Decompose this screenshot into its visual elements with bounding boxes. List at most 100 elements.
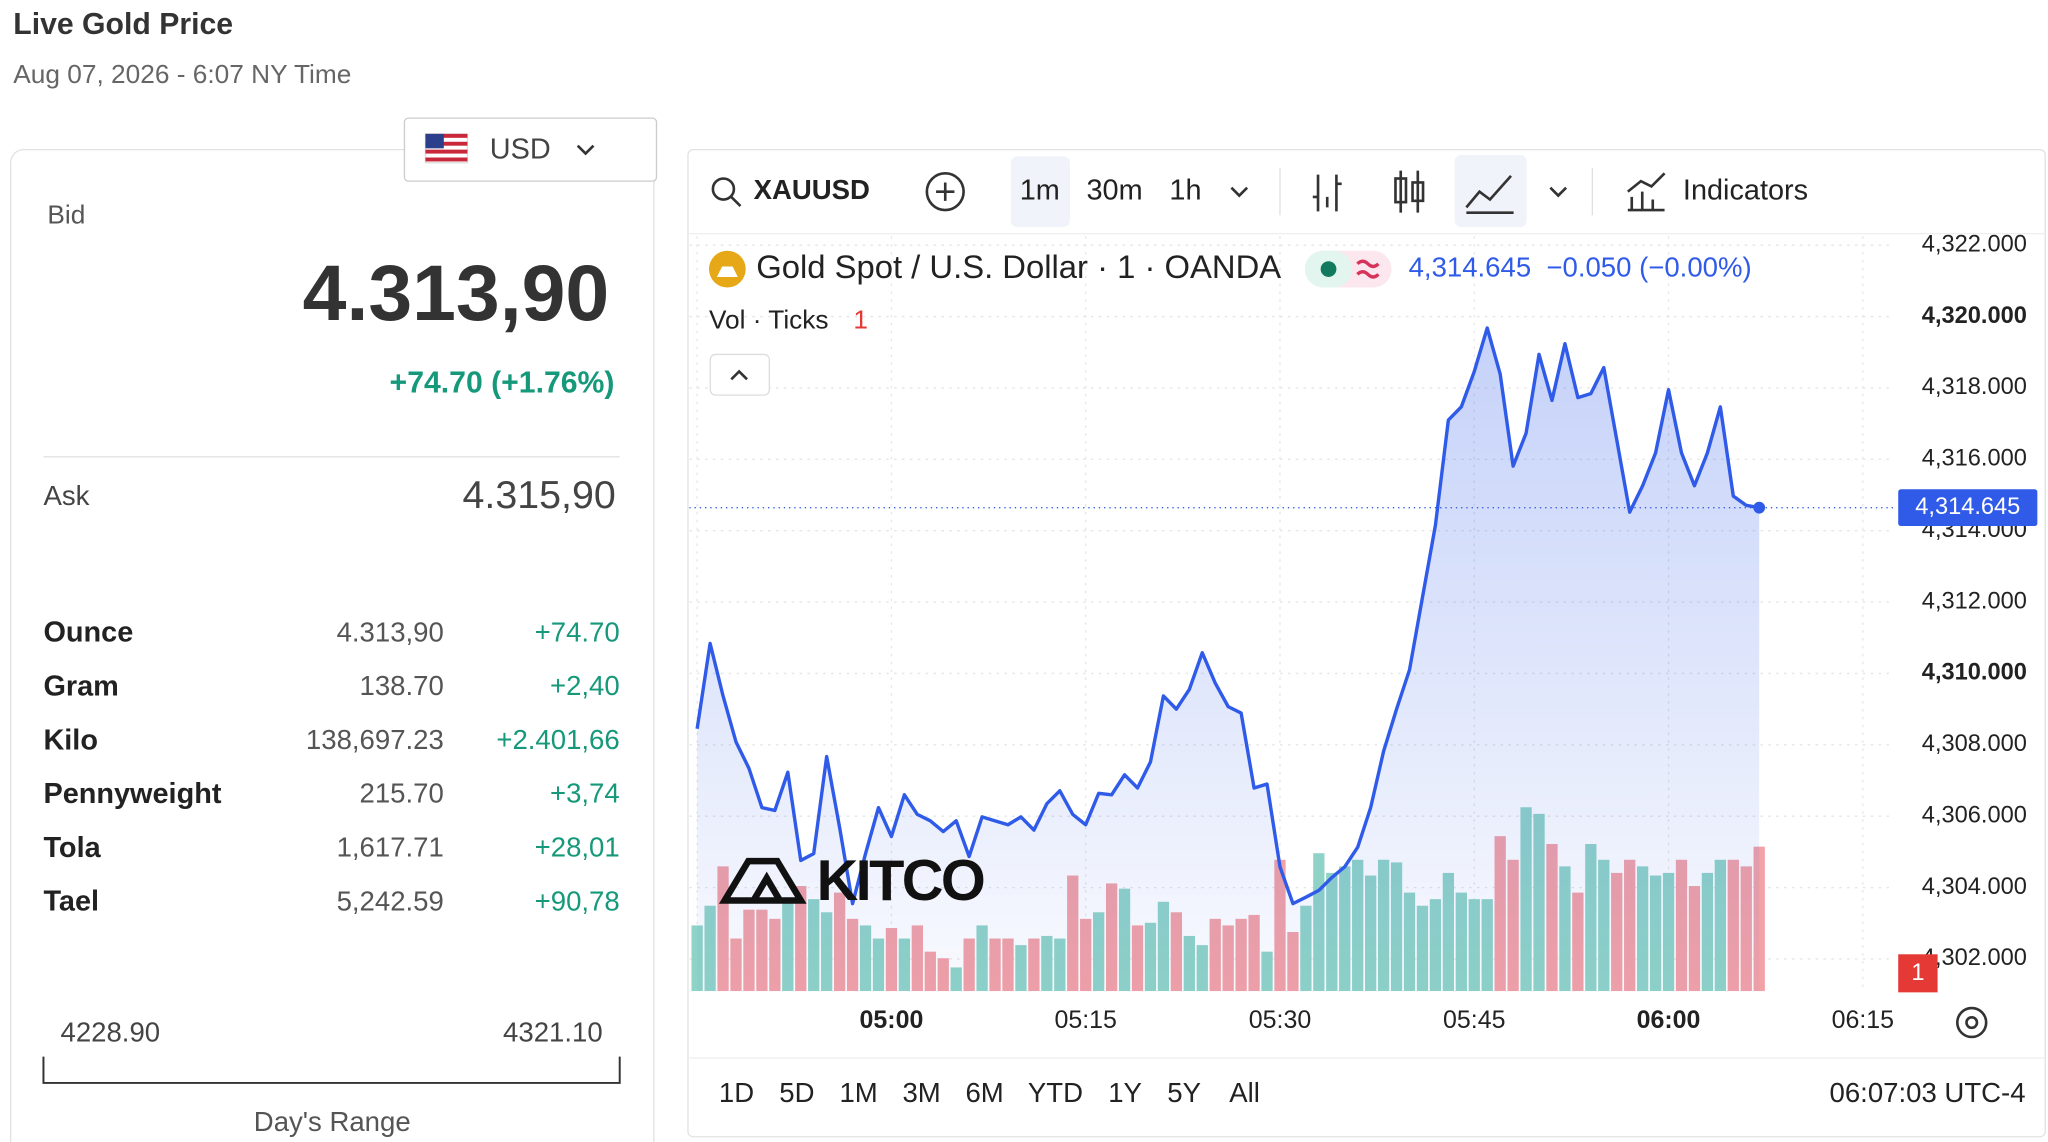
- price-label-box: [1898, 489, 2038, 527]
- unit-table: Ounce 4.313,90 +74.70 Gram 138.70 +2,40 Kilo 13…: [43, 616, 619, 917]
- collapse-button[interactable]: [709, 353, 771, 396]
- settings-icon: [1965, 1015, 1979, 1030]
- periods: 1D 5D 1M 3M 6M YTD 1Y 5Y All: [719, 1077, 1260, 1108]
- quote-panel: [9, 148, 655, 1142]
- unit-change: +3,74: [550, 778, 620, 809]
- unit-change: +28,01: [535, 832, 620, 863]
- flag-canton: [425, 133, 444, 149]
- chevron-up: [730, 369, 748, 381]
- volume-count: 1: [853, 305, 868, 335]
- period[interactable]: 1D: [719, 1077, 754, 1108]
- candles-icon: [1411, 181, 1425, 203]
- x-tick-label: 05:30: [1249, 1006, 1311, 1034]
- last-change: −0.050 (−0.00%): [1546, 251, 1751, 282]
- bars-icon[interactable]: [1312, 174, 1342, 212]
- currency-select[interactable]: USD: [403, 117, 658, 182]
- y-tick-label: 4,320.000: [1922, 303, 2027, 329]
- badge: [1898, 954, 1938, 993]
- axes: 4,302.000 4,304.000 4,306.000 4,308.000 4,31…: [666, 231, 2027, 1034]
- unit-price: 215.70: [360, 778, 444, 809]
- unit-name: Ounce: [43, 617, 133, 649]
- chevron[interactable]: [1549, 186, 1568, 198]
- delayed-icon: [1356, 259, 1380, 279]
- range-high: 4321.10: [503, 1017, 603, 1048]
- search-icon: [711, 177, 736, 201]
- unit-price: 138.70: [360, 670, 444, 701]
- period[interactable]: 3M: [902, 1077, 940, 1108]
- x-tick-label: 05:45: [1443, 1006, 1505, 1034]
- search-icon: [730, 195, 742, 208]
- period[interactable]: 5Y: [1167, 1077, 1201, 1108]
- y-tick-label: 4,304.000: [1922, 874, 2027, 900]
- interval[interactable]: 1h: [1169, 174, 1201, 206]
- x-tick-label: 05:00: [860, 1006, 924, 1034]
- x-tick-label: 05:15: [1055, 1006, 1117, 1034]
- unit-change: +2,40: [550, 670, 620, 701]
- unit-price: 4.313,90: [337, 616, 444, 647]
- last-price: 4,314.645: [1409, 251, 1532, 282]
- y-tick-label: 4,322.000: [1922, 231, 2027, 257]
- indicators-icon[interactable]: [1626, 172, 1666, 212]
- kitco-text: KITCO: [817, 849, 984, 913]
- unit-price: 1,617.71: [337, 832, 444, 863]
- bid-label: Bid: [47, 200, 85, 230]
- unit-name: Tael: [43, 886, 99, 918]
- unit-price: 138,697.23: [306, 724, 444, 755]
- range-label: Day's Range: [254, 1106, 411, 1137]
- unit-change: +2.401,66: [496, 724, 619, 755]
- chevron[interactable]: [1230, 186, 1249, 198]
- flag-stripe: [425, 149, 468, 154]
- price-label-text: 4,314.645: [1915, 494, 2020, 520]
- unit-price: 5,242.59: [337, 885, 444, 916]
- period[interactable]: All: [1229, 1077, 1260, 1108]
- x-tick-label: 04:45: [666, 1006, 728, 1034]
- area-icon[interactable]: [1465, 175, 1514, 214]
- price-line: [695, 326, 1760, 906]
- watermark: KITCO: [718, 849, 986, 913]
- unit-name: Gram: [43, 670, 118, 702]
- timestamp: Aug 07, 2026 - 6:07 NY Time: [13, 59, 351, 89]
- last-point: [1753, 501, 1766, 514]
- y-tick-label: 4,308.000: [1922, 731, 2027, 757]
- period[interactable]: YTD: [1028, 1077, 1083, 1108]
- currency-label[interactable]: USD: [490, 134, 551, 166]
- symbol[interactable]: XAUUSD: [754, 174, 870, 205]
- flag-stripe: [425, 141, 468, 146]
- unit-change: +90,78: [535, 885, 620, 916]
- period[interactable]: 1Y: [1108, 1077, 1142, 1108]
- flag-stripe: [425, 157, 468, 162]
- ask-price: 4.315,90: [463, 473, 616, 517]
- chart-style-active: [1454, 154, 1527, 228]
- interval[interactable]: 30m: [1087, 174, 1143, 206]
- plot: [689, 236, 1897, 992]
- unit-name: Tola: [43, 832, 101, 864]
- unit-change: +74.70: [535, 616, 620, 647]
- y-tick-label: 4,306.000: [1922, 802, 2027, 828]
- period[interactable]: 1M: [839, 1077, 877, 1108]
- y-tick-label: 4,312.000: [1922, 588, 2027, 614]
- indicators-button[interactable]: Indicators: [1683, 174, 1808, 206]
- period[interactable]: 5D: [779, 1077, 814, 1108]
- price-label: 4,314.645: [1898, 489, 2038, 527]
- compare-button[interactable]: [925, 171, 965, 212]
- symbol-search[interactable]: XAUUSD: [711, 174, 870, 208]
- bid-change: +74.70 (+1.76%): [390, 367, 615, 400]
- x-tick-label: 06:00: [1637, 1006, 1701, 1034]
- kitco-logo: [718, 857, 807, 904]
- range-low: 4228.90: [61, 1017, 161, 1048]
- area: [697, 327, 1760, 992]
- page-title: Live Gold Price: [13, 8, 233, 41]
- ask-label: Ask: [43, 480, 89, 511]
- x-tick-label: 06:15: [1832, 1006, 1894, 1034]
- interval[interactable]: 1m: [1020, 174, 1060, 206]
- y-tick-label: 4,318.000: [1922, 374, 2027, 400]
- bid-price: 4.313,90: [303, 249, 610, 337]
- y-tick-label: 4,316.000: [1922, 446, 2027, 472]
- interval-active: [1010, 156, 1070, 228]
- range-bar: [42, 1056, 621, 1084]
- settings-icon[interactable]: [1955, 1006, 1988, 1039]
- unit-name: Pennyweight: [43, 778, 221, 810]
- period[interactable]: 6M: [965, 1077, 1003, 1108]
- intervals: 1m 30m 1h: [1020, 174, 1202, 206]
